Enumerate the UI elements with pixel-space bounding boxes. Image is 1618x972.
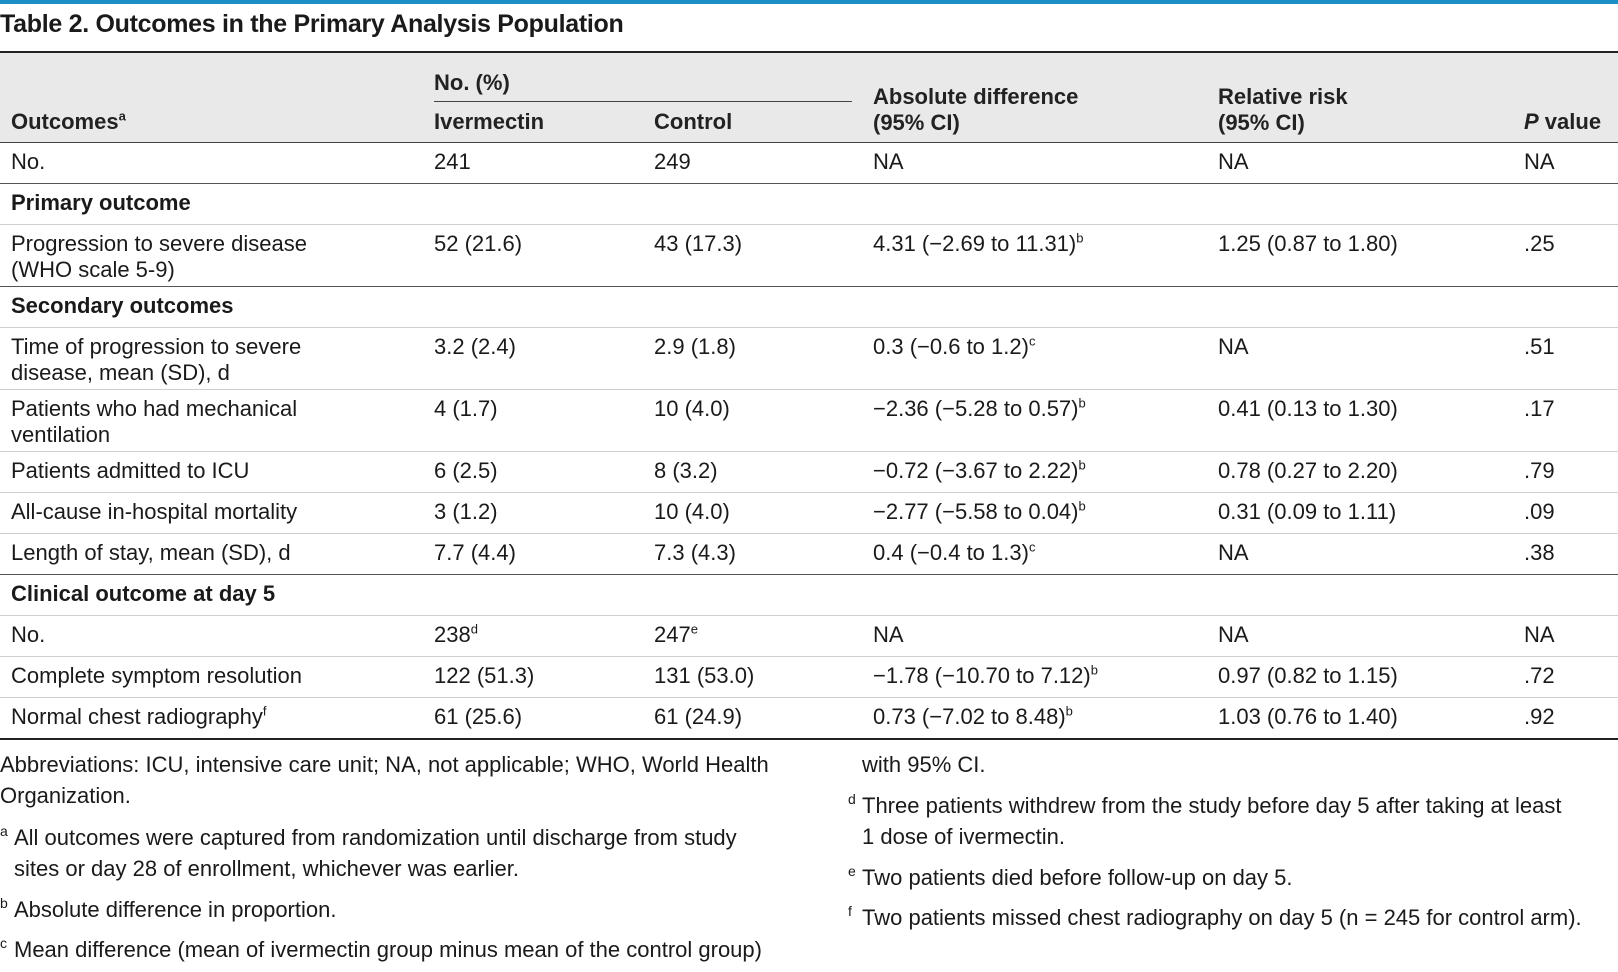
section-header-row: Primary outcome <box>0 184 1618 225</box>
footnote-c: c Mean difference (mean of ivermectin gr… <box>0 935 762 962</box>
outcome-label: Time of progression to severe disease, me… <box>11 334 302 385</box>
control-cell: 7.3 (4.3) <box>654 540 736 565</box>
outcomes-table: No. (%) Outcomesa Ivermectin Control Abs… <box>0 51 1618 740</box>
table-row: No. 241 249 NA NA NA <box>0 143 1618 184</box>
outcome-label: Length of stay, mean (SD), d <box>11 540 291 565</box>
table-row: Normal chest radiographyf 61 (25.6) 61 (24… <box>0 698 1618 740</box>
absolute-difference-cell: −0.72 (−3.67 to 2.22)b <box>873 457 1086 483</box>
outcome-label: All-cause in-hospital mortality <box>11 499 298 524</box>
table-header: No. (%) Outcomesa Ivermectin Control Abs… <box>0 53 1618 143</box>
ivermectin-cell: 122 (51.3) <box>434 663 535 688</box>
outcome-label: Normal chest radiographyf <box>11 703 267 729</box>
table-row: Complete symptom resolution 122 (51.3) 131… <box>0 657 1618 698</box>
ivermectin-cell: 6 (2.5) <box>434 458 498 483</box>
table-row: Time of progression to severe disease, me… <box>0 328 1618 390</box>
control-cell: 10 (4.0) <box>654 499 730 524</box>
p-value-cell: .51 <box>1524 334 1555 359</box>
control-cell: 2.9 (1.8) <box>654 334 736 359</box>
section-header-row: Clinical outcome at day 5 <box>0 575 1618 616</box>
ivermectin-cell: 238d <box>434 621 478 647</box>
p-value-cell: .38 <box>1524 540 1555 565</box>
control-cell: 8 (3.2) <box>654 458 718 483</box>
relative-risk-cell: 0.31 (0.09 to 1.11) <box>1218 499 1397 524</box>
outcome-label: Patients admitted to ICU <box>11 458 250 483</box>
footnote-a: a All outcomes were captured from random… <box>0 823 737 881</box>
header-ivermectin: Ivermectin <box>434 109 545 134</box>
absolute-difference-cell: 4.31 (−2.69 to 11.31)b <box>873 230 1084 256</box>
header-relative-risk: Relative risk (95% CI) <box>1218 84 1348 135</box>
table-title: Table 2. Outcomes in the Primary Analysi… <box>0 10 624 38</box>
absolute-difference-cell: −1.78 (−10.70 to 7.12)b <box>873 662 1098 688</box>
relative-risk-cell: 1.25 (0.87 to 1.80) <box>1218 231 1398 256</box>
header-p-value: P value <box>1524 109 1602 134</box>
table-row: No. 238d 247e NA NA NA <box>0 616 1618 657</box>
ivermectin-cell: 4 (1.7) <box>434 396 498 421</box>
control-cell: 249 <box>654 149 691 174</box>
table-row: Patients admitted to ICU 6 (2.5) 8 (3.2) −0… <box>0 452 1618 493</box>
header-group-underline <box>434 101 852 102</box>
absolute-difference-cell: 0.73 (−7.02 to 8.48)b <box>873 703 1073 729</box>
relative-risk-cell: NA <box>1218 622 1249 647</box>
footnote-d: d Three patients withdrew from the study… <box>848 791 1562 849</box>
p-value-cell: .09 <box>1524 499 1555 524</box>
control-cell: 247e <box>654 621 698 647</box>
table-body: No. 241 249 NA NA NA Primary outcome Progressio… <box>0 143 1618 740</box>
table-row: Length of stay, mean (SD), d 7.7 (4.4) 7.3… <box>0 534 1618 575</box>
control-cell: 43 (17.3) <box>654 231 743 256</box>
outcome-label: Patients who had mechanical ventilation <box>11 396 298 447</box>
ivermectin-cell: 7.7 (4.4) <box>434 540 516 565</box>
relative-risk-cell: NA <box>1218 149 1249 174</box>
table-row: Patients who had mechanical ventilation 4 … <box>0 390 1618 452</box>
footnote-e: e Two patients died before follow-up on … <box>848 863 1293 890</box>
relative-risk-cell: NA <box>1218 334 1249 359</box>
absolute-difference-cell: −2.77 (−5.58 to 0.04)b <box>873 498 1086 524</box>
absolute-difference-cell: NA <box>873 622 904 647</box>
p-value-cell: .79 <box>1524 458 1555 483</box>
ivermectin-cell: 241 <box>434 149 471 174</box>
footnote-c-continued: with 95% CI. <box>862 752 986 777</box>
p-value-cell: .17 <box>1524 396 1555 421</box>
control-cell: 131 (53.0) <box>654 663 755 688</box>
relative-risk-cell: 0.97 (0.82 to 1.15) <box>1218 663 1398 688</box>
outcome-label: Complete symptom resolution <box>11 663 303 688</box>
footnote-f: f Two patients missed chest radiography … <box>848 903 1582 930</box>
control-cell: 61 (24.9) <box>654 704 743 729</box>
header-control: Control <box>654 109 733 134</box>
ivermectin-cell: 3.2 (2.4) <box>434 334 516 359</box>
relative-risk-cell: 0.78 (0.27 to 2.20) <box>1218 458 1398 483</box>
table-row: All-cause in-hospital mortality 3 (1.2) 10… <box>0 493 1618 534</box>
header-outcomes: Outcomesa <box>11 108 126 134</box>
outcome-label: Progression to severe disease (WHO scale … <box>11 231 307 282</box>
section-header-row: Secondary outcomes <box>0 287 1618 328</box>
p-value-cell: NA <box>1524 149 1555 174</box>
relative-risk-cell: NA <box>1218 540 1249 565</box>
control-cell: 10 (4.0) <box>654 396 730 421</box>
p-value-cell: .92 <box>1524 704 1555 729</box>
table-row: Progression to severe disease (WHO scale … <box>0 225 1618 287</box>
absolute-difference-cell: 0.4 (−0.4 to 1.3)c <box>873 539 1036 565</box>
section-title: Primary outcome <box>11 190 191 215</box>
ivermectin-cell: 3 (1.2) <box>434 499 498 524</box>
p-value-cell: NA <box>1524 622 1555 647</box>
ivermectin-cell: 61 (25.6) <box>434 704 523 729</box>
outcome-label: No. <box>11 622 46 647</box>
absolute-difference-cell: −2.36 (−5.28 to 0.57)b <box>873 395 1086 421</box>
top-accent-rule <box>0 0 1618 4</box>
header-absolute-difference: Absolute difference (95% CI) <box>873 84 1079 135</box>
p-value-cell: .25 <box>1524 231 1555 256</box>
footnote-abbreviations: Abbreviations: ICU, intensive care unit;… <box>0 752 769 808</box>
section-title: Secondary outcomes <box>11 293 234 318</box>
relative-risk-cell: 0.41 (0.13 to 1.30) <box>1218 396 1398 421</box>
ivermectin-cell: 52 (21.6) <box>434 231 523 256</box>
footnote-b: b Absolute difference in proportion. <box>0 895 337 922</box>
outcome-label: No. <box>11 149 46 174</box>
absolute-difference-cell: NA <box>873 149 904 174</box>
header-group-no-pct: No. (%) <box>434 70 510 95</box>
absolute-difference-cell: 0.3 (−0.6 to 1.2)c <box>873 333 1036 359</box>
section-title: Clinical outcome at day 5 <box>11 581 276 606</box>
relative-risk-cell: 1.03 (0.76 to 1.40) <box>1218 704 1398 729</box>
p-value-cell: .72 <box>1524 663 1555 688</box>
